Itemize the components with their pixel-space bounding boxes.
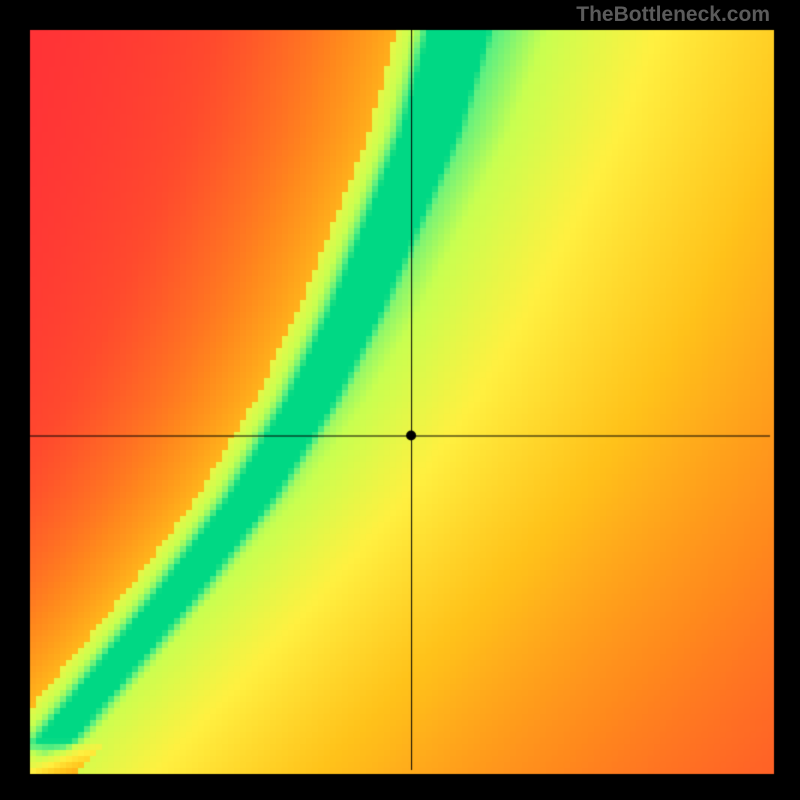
heatmap-canvas [0,0,800,800]
chart-container: TheBottleneck.com [0,0,800,800]
watermark-text: TheBottleneck.com [576,3,770,27]
